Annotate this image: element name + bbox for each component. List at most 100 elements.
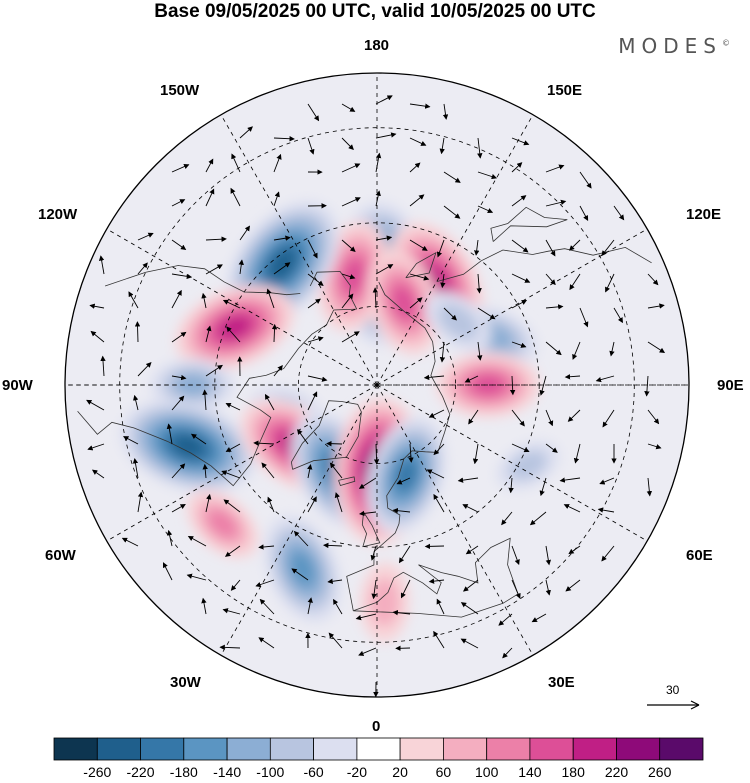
wind-arrow bbox=[567, 409, 581, 422]
colorbar-tick-label: 140 bbox=[518, 764, 542, 780]
colorbar-swatch bbox=[140, 737, 185, 761]
lon-label-90e: 90E bbox=[717, 377, 744, 394]
colorbar-tick-label: 60 bbox=[435, 764, 452, 780]
wind-arrow bbox=[86, 399, 105, 411]
colorbar-tick-label: -20 bbox=[346, 764, 368, 780]
wind-arrow bbox=[409, 297, 423, 309]
wind-arrow bbox=[162, 562, 173, 581]
wind-arrow bbox=[190, 433, 207, 445]
wind-arrow bbox=[293, 530, 309, 547]
meridian-line bbox=[376, 114, 534, 386]
colorbar bbox=[53, 737, 704, 761]
wind-arrow bbox=[171, 273, 193, 280]
wind-arrow bbox=[573, 443, 581, 464]
wind-arrow bbox=[392, 610, 411, 616]
wind-arrow bbox=[297, 428, 309, 445]
wind-arrow bbox=[273, 153, 282, 173]
wind-arrow bbox=[373, 443, 380, 465]
wind-arrow bbox=[428, 409, 445, 418]
anomaly-band bbox=[470, 374, 506, 396]
wind-arrow bbox=[87, 443, 105, 451]
wind-arrow bbox=[613, 307, 623, 324]
wind-arrow bbox=[341, 137, 354, 151]
wind-arrow bbox=[440, 273, 446, 289]
wind-arrow bbox=[171, 289, 182, 309]
reference-vector-label: 30 bbox=[666, 683, 680, 697]
wind-arrow bbox=[464, 375, 479, 383]
wind-arrow bbox=[359, 510, 377, 517]
wind-arrow bbox=[511, 195, 527, 207]
lon-label-120w: 120W bbox=[38, 206, 78, 223]
wind-arrow bbox=[599, 477, 615, 485]
wind-arrow bbox=[424, 543, 445, 550]
wind-arrow bbox=[457, 477, 479, 483]
wind-arrow bbox=[307, 239, 318, 259]
colorbar-tick-label: -180 bbox=[169, 764, 198, 780]
coastline bbox=[490, 206, 568, 242]
wind-arrow bbox=[545, 199, 567, 207]
wind-arrow bbox=[400, 579, 411, 599]
wind-arrow bbox=[545, 409, 554, 427]
lon-label-90w: 90W bbox=[2, 377, 33, 394]
wind-arrow bbox=[137, 362, 152, 377]
colorbar-tick-label: 260 bbox=[648, 764, 672, 780]
wind-arrow bbox=[225, 402, 241, 411]
anomaly-center bbox=[367, 250, 440, 355]
wind-arrow bbox=[273, 136, 295, 142]
wind-arrow bbox=[329, 462, 343, 479]
wind-arrow bbox=[273, 235, 291, 241]
wind-arrow bbox=[132, 458, 139, 479]
wind-arrow bbox=[202, 389, 208, 411]
wind-arrow bbox=[205, 264, 223, 275]
brand-text: MODES bbox=[618, 34, 722, 58]
wind-arrow bbox=[98, 255, 105, 275]
lon-label-30e: 30E bbox=[548, 674, 575, 691]
colorbar-tick-label: -140 bbox=[213, 764, 242, 780]
wind-arrow bbox=[258, 637, 275, 649]
wind-arrow bbox=[476, 273, 482, 294]
wind-arrow bbox=[531, 613, 547, 623]
wind-arrow bbox=[307, 137, 315, 155]
wind-arrow bbox=[595, 375, 615, 383]
wind-arrow bbox=[409, 137, 427, 146]
wind-arrow bbox=[291, 568, 309, 581]
lon-label-60e: 60E bbox=[686, 547, 713, 564]
anomaly-band bbox=[438, 303, 479, 340]
wind-arrow bbox=[334, 492, 343, 513]
wind-arrow bbox=[545, 164, 565, 173]
coastline bbox=[338, 476, 356, 486]
wind-arrow bbox=[559, 477, 581, 483]
wind-arrow bbox=[545, 579, 551, 596]
wind-arrow bbox=[439, 341, 446, 363]
wind-arrow bbox=[597, 507, 615, 513]
anomaly-center bbox=[175, 284, 295, 371]
wind-arrow bbox=[166, 423, 173, 445]
wind-arrow bbox=[647, 443, 662, 450]
anomaly-center bbox=[496, 440, 560, 490]
colorbar-tick-label: -260 bbox=[83, 764, 112, 780]
wind-arrow bbox=[258, 544, 275, 550]
wind-arrow bbox=[428, 578, 445, 584]
wind-arrow bbox=[205, 325, 212, 343]
wind-arrow bbox=[477, 307, 496, 320]
wind-arrow bbox=[392, 508, 411, 514]
wind-arrow bbox=[647, 409, 660, 425]
lon-label-150e: 150E bbox=[547, 82, 583, 99]
anomaly-center bbox=[186, 489, 259, 559]
wind-arrow bbox=[205, 493, 212, 513]
anomaly-band bbox=[218, 315, 251, 340]
wind-arrow bbox=[443, 307, 457, 321]
wind-arrow bbox=[477, 137, 483, 159]
reference-vector-arrow bbox=[647, 700, 700, 710]
wind-arrow bbox=[187, 535, 207, 547]
wind-arrow bbox=[273, 364, 283, 377]
lon-label-60w: 60W bbox=[45, 547, 76, 564]
wind-arrow bbox=[253, 440, 275, 446]
wind-arrow bbox=[433, 443, 445, 456]
wind-arrow bbox=[273, 262, 291, 275]
wind-arrow bbox=[91, 469, 105, 479]
colorbar-swatch bbox=[183, 737, 228, 761]
colorbar-swatch bbox=[399, 737, 444, 761]
wind-arrow bbox=[609, 341, 615, 357]
wind-arrow bbox=[307, 336, 324, 343]
